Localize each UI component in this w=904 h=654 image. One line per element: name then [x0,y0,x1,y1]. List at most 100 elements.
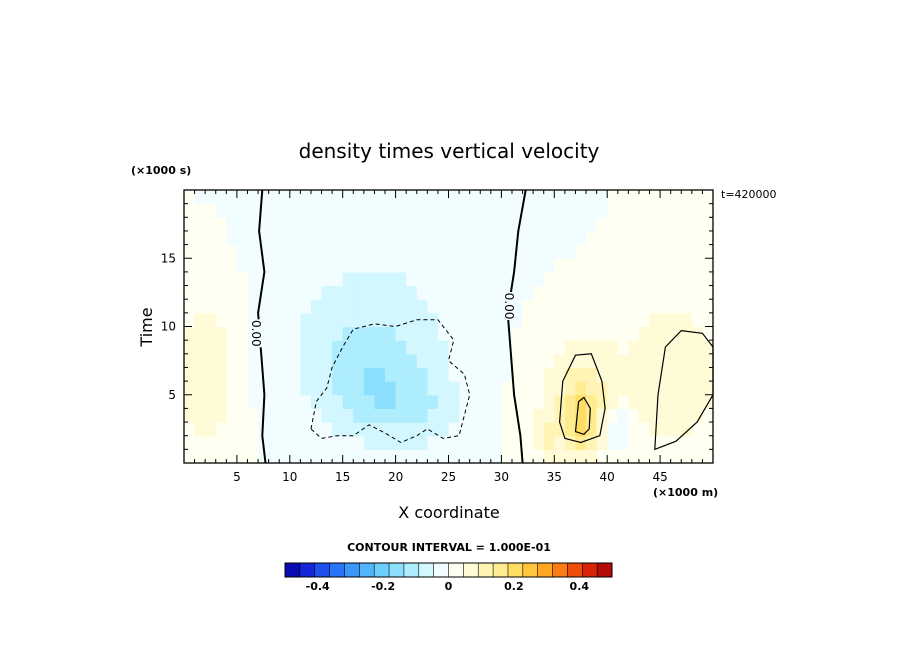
heatmap-cell [628,230,640,246]
heatmap-cell [522,381,534,396]
heatmap-cell [638,258,651,273]
heatmap-cell [300,394,312,409]
heatmap-cell [385,230,397,246]
heatmap-cell [459,230,471,246]
heatmap-cell [279,408,291,423]
heatmap-cell [427,258,439,273]
heatmap-cell [416,408,428,423]
heatmap-cell [522,285,534,300]
heatmap-cell [310,449,323,464]
heatmap-cell [649,394,661,409]
heatmap-cell [459,340,471,355]
heatmap-cell [564,408,577,423]
heatmap-cell [628,394,640,409]
heatmap-cell [353,326,365,341]
heatmap-cell [670,299,682,314]
heatmap-cell [416,381,428,396]
heatmap-cell [205,230,217,246]
heatmap-cell [395,394,407,409]
heatmap-cell [511,353,524,369]
heatmap-cell [374,230,386,246]
heatmap-cell [427,299,439,314]
heatmap-cell [649,258,661,273]
heatmap-cell [543,353,555,369]
heatmap-cell [406,230,418,246]
heatmap-cell [321,422,333,437]
heatmap-cell [374,449,386,464]
heatmap-cell [310,422,323,437]
heatmap-cell [628,435,640,450]
heatmap-cell [628,422,640,437]
heatmap-cell [554,422,566,437]
heatmap-cell [300,408,312,423]
heatmap-cell [543,244,555,259]
heatmap-cell [184,367,196,382]
heatmap-cell [332,408,344,423]
heatmap-cell [332,299,344,314]
heatmap-cell [205,422,217,437]
heatmap-cell [268,217,280,232]
heatmap-cell [670,190,682,205]
heatmap-cell [459,203,471,218]
colorbar-swatch [344,563,360,577]
heatmap-cell [385,367,397,382]
heatmap-cell [681,203,693,218]
colorbar: -0.4 -0.2 0 0.2 0.4 [284,562,613,593]
heatmap-cell [437,422,450,437]
heatmap-cell [522,394,534,409]
heatmap-cell [469,326,481,341]
heatmap-cell [374,394,386,409]
heatmap-cell [184,381,196,396]
heatmap-cell [638,340,651,355]
heatmap-cell [586,394,598,409]
heatmap-cell [480,299,492,314]
heatmap-cell [554,312,566,328]
heatmap-cell [543,449,555,464]
heatmap-cell [268,367,280,382]
heatmap-cell [300,190,312,205]
heatmap-cell [543,190,555,205]
heatmap-cell [469,230,481,246]
heatmap-cell [638,285,651,300]
heatmap-cell [353,190,365,205]
heatmap-cell [490,367,502,382]
heatmap-cell [310,271,323,287]
heatmap-cell [406,203,418,218]
heatmap-cell [342,394,354,409]
heatmap-cell [607,381,619,396]
heatmap-cell [638,312,651,328]
heatmap-cell [660,230,672,246]
heatmap-cell [575,312,587,328]
heatmap-cell [469,381,481,396]
heatmap-cell [374,299,386,314]
heatmap-cell [596,230,608,246]
heatmap-cell [395,299,407,314]
heatmap-cell [363,190,376,205]
heatmap-cell [437,408,450,423]
heatmap-cell [575,271,587,287]
heatmap-cell [681,367,693,382]
heatmap-cell [607,244,619,259]
heatmap-cell [543,203,555,218]
heatmap-cell [268,326,280,341]
heatmap-cell [215,326,227,341]
heatmap-cell [184,258,196,273]
heatmap-cell [385,217,397,232]
heatmap-cell [649,203,661,218]
heatmap-cell [279,312,291,328]
heatmap-cell [511,435,524,450]
heatmap-cell [427,367,439,382]
heatmap-cell [501,435,513,450]
heatmap-cell [205,353,217,369]
heatmap-cell [205,394,217,409]
heatmap-cell [342,244,354,259]
heatmap-cell [395,230,407,246]
heatmap-cell [215,312,227,328]
heatmap-cell [215,435,227,450]
heatmap-cell [459,394,471,409]
heatmap-cell [332,190,344,205]
heatmap-cell [480,285,492,300]
heatmap-cell [448,381,460,396]
heatmap-cell [586,217,598,232]
heatmap-cell [353,230,365,246]
